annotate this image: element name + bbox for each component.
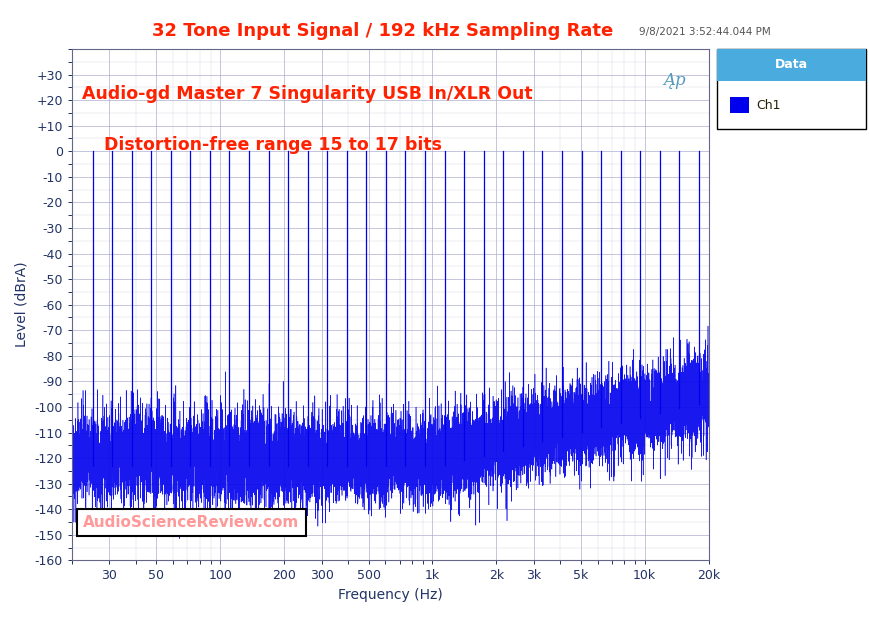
Text: Ąp: Ąp	[663, 72, 686, 89]
Text: 9/8/2021 3:52:44.044 PM: 9/8/2021 3:52:44.044 PM	[639, 27, 770, 36]
Text: Audio-gd Master 7 Singularity USB In/XLR Out: Audio-gd Master 7 Singularity USB In/XLR…	[82, 85, 532, 103]
Text: Distortion-free range 15 to 17 bits: Distortion-free range 15 to 17 bits	[103, 136, 441, 154]
Y-axis label: Level (dBrA): Level (dBrA)	[15, 262, 29, 347]
Text: 32 Tone Input Signal / 192 kHz Sampling Rate: 32 Tone Input Signal / 192 kHz Sampling …	[152, 22, 613, 39]
X-axis label: Frequency (Hz): Frequency (Hz)	[337, 588, 442, 602]
Text: Data: Data	[774, 59, 807, 72]
Text: AudioScienceReview.com: AudioScienceReview.com	[83, 515, 299, 530]
Text: Ch1: Ch1	[755, 99, 780, 112]
